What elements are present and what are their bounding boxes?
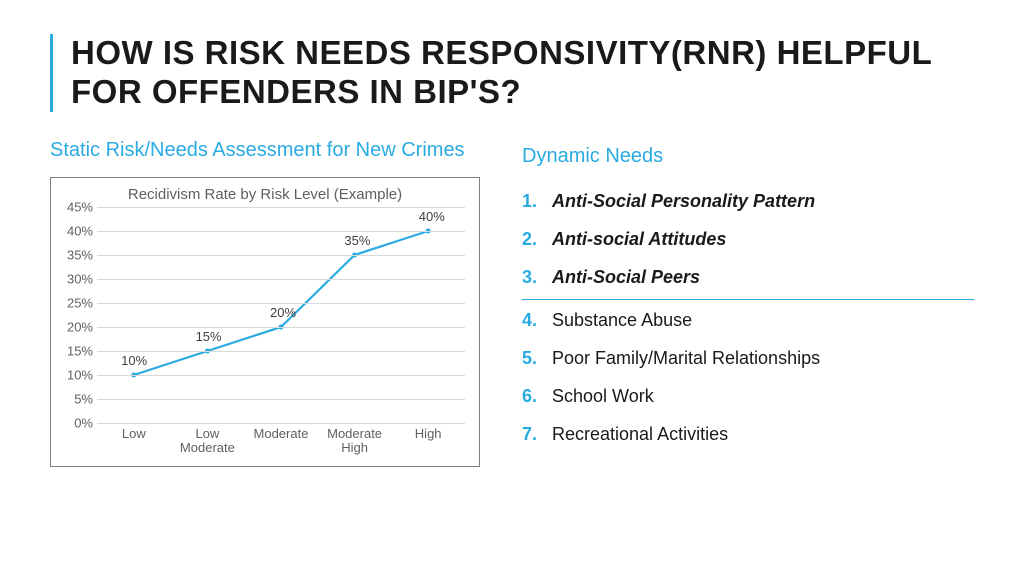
list-item-number: 6.: [522, 386, 552, 407]
list-item-number: 4.: [522, 310, 552, 331]
chart-x-label: Low: [97, 427, 171, 456]
chart-y-tick: 15%: [57, 343, 93, 358]
right-subhead: Dynamic Needs: [522, 144, 974, 169]
chart-data-label: 35%: [344, 233, 370, 248]
chart-gridline: [97, 423, 465, 424]
chart-y-tick: 25%: [57, 295, 93, 310]
right-column: Dynamic Needs 1.Anti-Social Personality …: [522, 138, 974, 467]
chart-y-tick: 10%: [57, 367, 93, 382]
chart-data-label: 15%: [196, 329, 222, 344]
page-title: HOW IS RISK NEEDS RESPONSIVITY(RNR) HELP…: [71, 34, 974, 112]
chart-gridline: [97, 375, 465, 376]
list-item-number: 5.: [522, 348, 552, 369]
needs-list-item: 1.Anti-Social Personality Pattern: [522, 183, 974, 221]
chart-x-label: ModerateHigh: [318, 427, 392, 456]
chart-gridline: [97, 255, 465, 256]
list-item-label: Anti-Social Personality Pattern: [552, 191, 815, 212]
needs-list-item: 6.School Work: [522, 378, 974, 416]
chart-gridline: [97, 231, 465, 232]
chart-gridline: [97, 327, 465, 328]
chart-gridline: [97, 399, 465, 400]
recidivism-chart: Recidivism Rate by Risk Level (Example) …: [50, 177, 480, 467]
left-column: Static Risk/Needs Assessment for New Cri…: [50, 138, 480, 467]
dynamic-needs-list: 1.Anti-Social Personality Pattern2.Anti-…: [522, 183, 974, 454]
list-item-number: 2.: [522, 229, 552, 250]
chart-y-tick: 40%: [57, 223, 93, 238]
chart-x-labels: LowLowModerateModerateModerateHighHigh: [97, 427, 465, 456]
needs-list-item: 4.Substance Abuse: [522, 302, 974, 340]
list-item-label: Substance Abuse: [552, 310, 692, 331]
title-accent-bar: [50, 34, 53, 112]
chart-y-tick: 45%: [57, 199, 93, 214]
list-item-number: 7.: [522, 424, 552, 445]
chart-x-label: LowModerate: [171, 427, 245, 456]
chart-gridline: [97, 303, 465, 304]
title-block: HOW IS RISK NEEDS RESPONSIVITY(RNR) HELP…: [50, 34, 974, 112]
needs-list-item: 2.Anti-social Attitudes: [522, 221, 974, 259]
list-item-label: Anti-social Attitudes: [552, 229, 726, 250]
chart-data-label: 10%: [121, 353, 147, 368]
chart-data-label: 20%: [270, 305, 296, 320]
chart-title: Recidivism Rate by Risk Level (Example): [57, 186, 473, 203]
needs-divider: [522, 299, 974, 300]
chart-gridline: [97, 279, 465, 280]
needs-list-item: 5.Poor Family/Marital Relationships: [522, 340, 974, 378]
list-item-number: 3.: [522, 267, 552, 288]
chart-x-label: High: [391, 427, 465, 456]
chart-x-label: Moderate: [244, 427, 318, 456]
list-item-label: Anti-Social Peers: [552, 267, 700, 288]
list-item-label: School Work: [552, 386, 654, 407]
chart-y-tick: 30%: [57, 271, 93, 286]
chart-gridline: [97, 351, 465, 352]
list-item-label: Poor Family/Marital Relationships: [552, 348, 820, 369]
list-item-number: 1.: [522, 191, 552, 212]
needs-list-item: 7.Recreational Activities: [522, 416, 974, 454]
chart-y-tick: 35%: [57, 247, 93, 262]
chart-y-tick: 0%: [57, 415, 93, 430]
chart-y-tick: 5%: [57, 391, 93, 406]
chart-y-tick: 20%: [57, 319, 93, 334]
left-subhead: Static Risk/Needs Assessment for New Cri…: [50, 138, 480, 163]
content-columns: Static Risk/Needs Assessment for New Cri…: [50, 138, 974, 467]
list-item-label: Recreational Activities: [552, 424, 728, 445]
needs-list-item: 3.Anti-Social Peers: [522, 259, 974, 297]
chart-gridline: [97, 207, 465, 208]
chart-data-label: 40%: [419, 209, 445, 224]
chart-plot-area: 0%5%10%15%20%25%30%35%40%45%10%15%20%35%…: [97, 207, 465, 423]
